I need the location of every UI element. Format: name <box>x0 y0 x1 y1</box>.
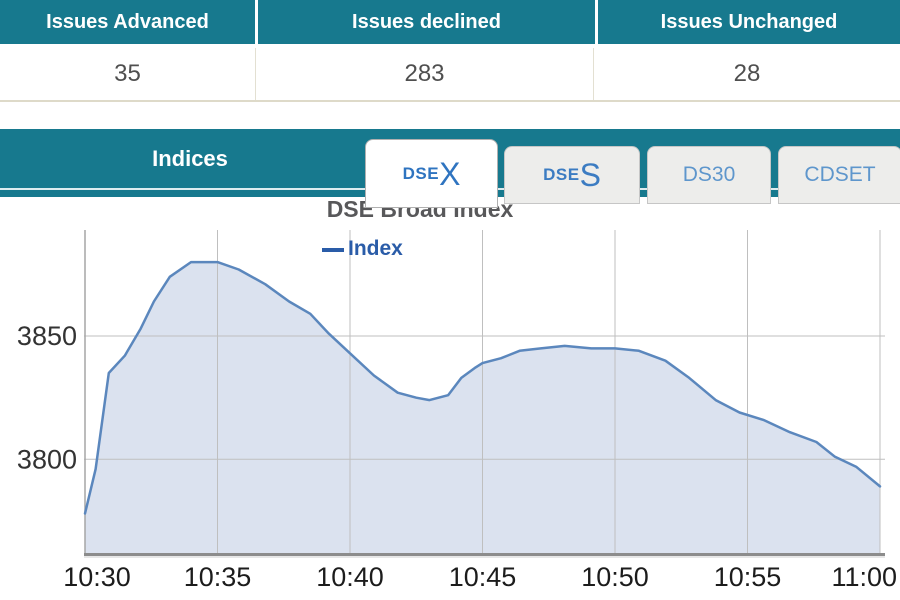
issues-declined-value: 283 <box>256 48 594 100</box>
tab-dsex[interactable]: DSE X <box>365 139 498 208</box>
index-line <box>83 260 882 515</box>
tab-dses-suffix: S <box>579 157 601 193</box>
tab-cdset[interactable]: CDSET <box>778 146 900 204</box>
x-tick-label: 10:55 <box>714 562 782 592</box>
issues-unchanged-value: 28 <box>594 48 900 100</box>
y-tick-label: 3800 <box>17 444 77 474</box>
indices-title: Indices <box>152 146 228 171</box>
x-tick-label: 10:30 <box>63 562 131 592</box>
issues-advanced-value: 35 <box>0 48 256 100</box>
issues-declined-header: Issues declined <box>258 0 598 44</box>
tab-dses-prefix: DSE <box>543 165 580 184</box>
issues-table-header-row: Issues Advanced Issues declined Issues U… <box>0 0 900 48</box>
legend-label: Index <box>348 237 403 260</box>
x-tick-label: 10:35 <box>184 562 252 592</box>
x-tick-label: 11:00 <box>831 562 897 592</box>
tab-cdset-label: CDSET <box>804 163 876 186</box>
tab-ds30[interactable]: DS30 <box>647 146 771 204</box>
x-tick-label: 10:50 <box>581 562 649 592</box>
legend-line-icon <box>322 248 344 252</box>
issues-summary-table: Issues Advanced Issues declined Issues U… <box>0 0 900 102</box>
tab-dses[interactable]: DSE S <box>504 146 640 204</box>
tab-dsex-suffix: X <box>439 155 461 192</box>
y-tick-label: 3850 <box>17 321 77 351</box>
issues-advanced-header: Issues Advanced <box>0 0 258 44</box>
tab-dsex-prefix: DSE <box>402 163 440 183</box>
issues-unchanged-header: Issues Unchanged <box>598 0 900 44</box>
x-tick-label: 10:45 <box>449 562 517 592</box>
tab-ds30-label: DS30 <box>682 163 736 186</box>
x-tick-label: 10:40 <box>316 562 384 592</box>
issues-table-value-row: 35 283 28 <box>0 48 900 102</box>
chart-legend: Index <box>322 237 403 261</box>
